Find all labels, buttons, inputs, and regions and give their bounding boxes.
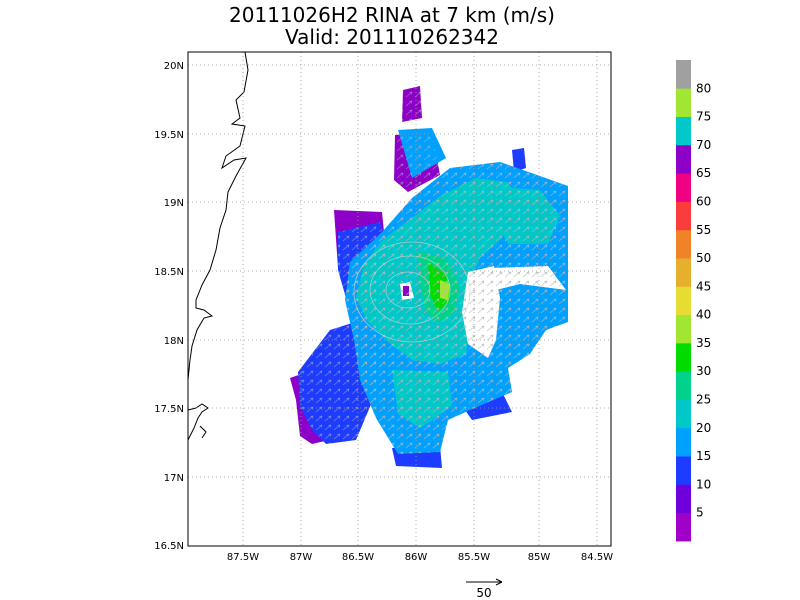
colorbar-segment <box>676 229 691 259</box>
colorbar-segment <box>676 173 691 202</box>
wind-vectors <box>345 162 568 454</box>
lat-tick-label: 18N <box>164 336 184 347</box>
lat-tick-label: 16.5N <box>154 541 184 552</box>
lon-tick-labels: 87.5W 87W 86.5W 86W 85.5W 85W 84.5W <box>227 552 613 563</box>
lon-tick-label: 85.5W <box>458 552 490 563</box>
lon-tick-label: 87.5W <box>227 552 259 563</box>
colorbar-label: 15 <box>696 449 711 463</box>
colorbar-label: 65 <box>696 166 711 180</box>
colorbar-segment <box>676 88 691 117</box>
reference-vector-label: 50 <box>476 586 491 600</box>
reference-vector: 50 <box>466 578 503 600</box>
colorbar-segment <box>676 427 691 457</box>
title-line-1: 20111026H2 RINA at 7 km (m/s) <box>229 3 555 27</box>
colorbar-segment <box>676 456 691 485</box>
wind-vectors-west <box>298 86 440 444</box>
colorbar-label: 10 <box>696 477 711 491</box>
colorbar-segment <box>676 144 691 174</box>
colorbar-segment <box>676 342 691 372</box>
colorbar-segment <box>676 201 691 231</box>
lon-tick-label: 87W <box>290 552 313 563</box>
colorbar-segment <box>676 116 691 146</box>
wind-field <box>188 52 568 468</box>
colorbar-segment <box>676 314 691 344</box>
colorbar-label: 25 <box>696 393 711 407</box>
colorbar-segment <box>676 286 691 316</box>
colorbar-label: 40 <box>696 308 711 322</box>
colorbar-segment <box>676 258 691 287</box>
circulation-streaks <box>353 241 471 343</box>
colorbar-segment <box>676 512 691 542</box>
colorbar-label: 30 <box>696 364 711 378</box>
colorbar-segment <box>676 399 691 429</box>
colorbar-label: 5 <box>696 506 704 520</box>
colorbar-label: 60 <box>696 194 711 208</box>
lat-tick-label: 19.5N <box>154 130 184 141</box>
lon-tick-label: 86.5W <box>342 552 374 563</box>
lat-tick-label: 19N <box>164 198 184 209</box>
colorbar-segment <box>676 371 691 400</box>
plot-frame <box>187 51 612 547</box>
colorbar-label: 80 <box>696 81 711 95</box>
coastline <box>188 52 249 441</box>
colorbar-label: 50 <box>696 251 711 265</box>
colorbar-segment <box>676 60 691 89</box>
grid-lines <box>188 52 611 546</box>
lon-tick-label: 84.5W <box>581 552 613 563</box>
lat-tick-label: 18.5N <box>154 267 184 278</box>
lat-tick-labels: 20N 19.5N 19N 18.5N 18N 17.5N 17N 16.5N <box>154 61 184 552</box>
lat-tick-label: 17.5N <box>154 404 184 415</box>
colorbar-label: 35 <box>696 336 711 350</box>
colorbar: 5 10 15 20 25 30 35 40 45 50 55 60 65 70 75 80 <box>676 60 711 542</box>
colorbar-segment <box>676 484 691 514</box>
lat-tick-label: 17N <box>164 473 184 484</box>
colorbar-label: 20 <box>696 421 711 435</box>
title-line-2: Valid: 201110262342 <box>285 25 499 49</box>
colorbar-label: 55 <box>696 223 711 237</box>
colorbar-label: 75 <box>696 110 711 124</box>
wind-patch-blue-east-edge <box>512 148 526 172</box>
lon-tick-label: 85W <box>528 552 551 563</box>
colorbar-label: 70 <box>696 138 711 152</box>
lat-tick-label: 20N <box>164 61 184 72</box>
lon-tick-label: 86W <box>405 552 428 563</box>
colorbar-label: 45 <box>696 279 711 293</box>
plot-area: 87.5W 87W 86.5W 86W 85.5W 85W 84.5W 20N … <box>154 51 613 563</box>
